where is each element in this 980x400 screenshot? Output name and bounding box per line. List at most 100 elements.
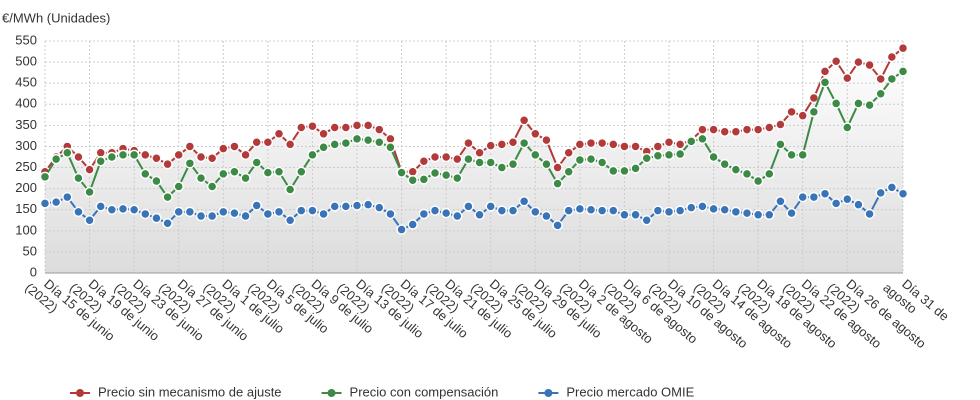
data-point [864, 99, 875, 111]
data-point [708, 203, 719, 215]
data-point [195, 151, 207, 163]
data-point [452, 210, 463, 222]
data-point [719, 126, 730, 137]
data-point [585, 204, 597, 215]
legend-label: Precio con compensación [350, 384, 499, 399]
data-point [474, 157, 485, 168]
data-point [741, 168, 753, 180]
data-point [608, 205, 619, 216]
data-point [630, 141, 641, 152]
data-point [842, 122, 853, 133]
data-point [273, 206, 285, 218]
data-point [140, 168, 151, 180]
data-point [518, 196, 530, 207]
data-point [429, 151, 441, 163]
data-point [518, 115, 530, 126]
data-point [808, 191, 820, 203]
data-point [39, 171, 51, 183]
data-point [452, 172, 463, 184]
data-point [830, 55, 842, 67]
y-tick-label: 350 [15, 117, 37, 132]
legend-item: Precio mercado OMIE [538, 384, 695, 399]
data-point [95, 155, 106, 167]
data-point [362, 199, 374, 210]
y-tick-label: 400 [15, 96, 37, 111]
data-point [752, 124, 764, 135]
data-point [875, 73, 886, 85]
data-point [830, 98, 842, 109]
y-tick-label: 300 [15, 138, 37, 153]
data-point [318, 208, 329, 220]
data-point [741, 207, 753, 219]
data-point [50, 153, 62, 165]
data-point [897, 42, 909, 54]
data-point [262, 208, 274, 220]
data-point [507, 205, 519, 216]
data-point [195, 172, 207, 184]
data-point [162, 158, 173, 170]
data-point [329, 122, 340, 133]
data-point [775, 196, 786, 207]
data-point [184, 206, 196, 218]
data-point [797, 149, 808, 161]
data-point [73, 172, 84, 184]
data-point [596, 205, 608, 216]
data-point [775, 139, 786, 150]
data-point [652, 141, 664, 152]
data-point [630, 163, 641, 174]
data-point [764, 168, 775, 180]
data-point [596, 137, 608, 149]
data-point [674, 139, 686, 150]
data-point [485, 140, 496, 151]
data-point [173, 181, 184, 192]
data-point [842, 72, 853, 84]
data-point [764, 122, 775, 133]
data-point [50, 196, 62, 208]
y-tick-label: 500 [15, 54, 37, 69]
data-point [184, 141, 196, 152]
data-point [262, 136, 274, 148]
data-point [117, 149, 129, 161]
data-point [474, 209, 485, 221]
data-point [708, 151, 719, 163]
data-point [117, 203, 129, 215]
data-point [641, 153, 652, 164]
y-tick-label: 150 [15, 201, 37, 216]
data-point [641, 215, 652, 226]
data-point [452, 153, 463, 165]
data-point [752, 209, 764, 221]
data-point [206, 153, 218, 164]
data-point [574, 203, 586, 215]
data-point [440, 169, 452, 181]
data-point [808, 106, 820, 118]
data-point [173, 149, 184, 161]
data-point [351, 120, 363, 131]
data-point [407, 219, 418, 230]
data-point [195, 210, 207, 222]
y-tick-label: 100 [15, 222, 37, 237]
data-point [752, 175, 764, 187]
data-point [552, 162, 563, 173]
data-point [229, 141, 240, 152]
data-point [518, 137, 530, 149]
data-point [62, 191, 73, 203]
data-point [719, 204, 730, 215]
data-point [284, 184, 296, 195]
data-point [240, 149, 251, 161]
data-point [596, 157, 608, 168]
data-point [697, 133, 708, 145]
data-point [362, 134, 374, 146]
data-point [485, 157, 496, 168]
data-point [619, 209, 630, 221]
data-point [184, 158, 196, 169]
data-point [418, 174, 430, 185]
data-point [206, 210, 218, 222]
data-point [730, 206, 742, 218]
data-point [663, 206, 675, 218]
data-point [106, 204, 118, 215]
data-point [463, 153, 474, 165]
data-point [296, 166, 307, 178]
data-point [396, 224, 407, 235]
data-point [652, 150, 664, 161]
data-point [251, 200, 262, 211]
